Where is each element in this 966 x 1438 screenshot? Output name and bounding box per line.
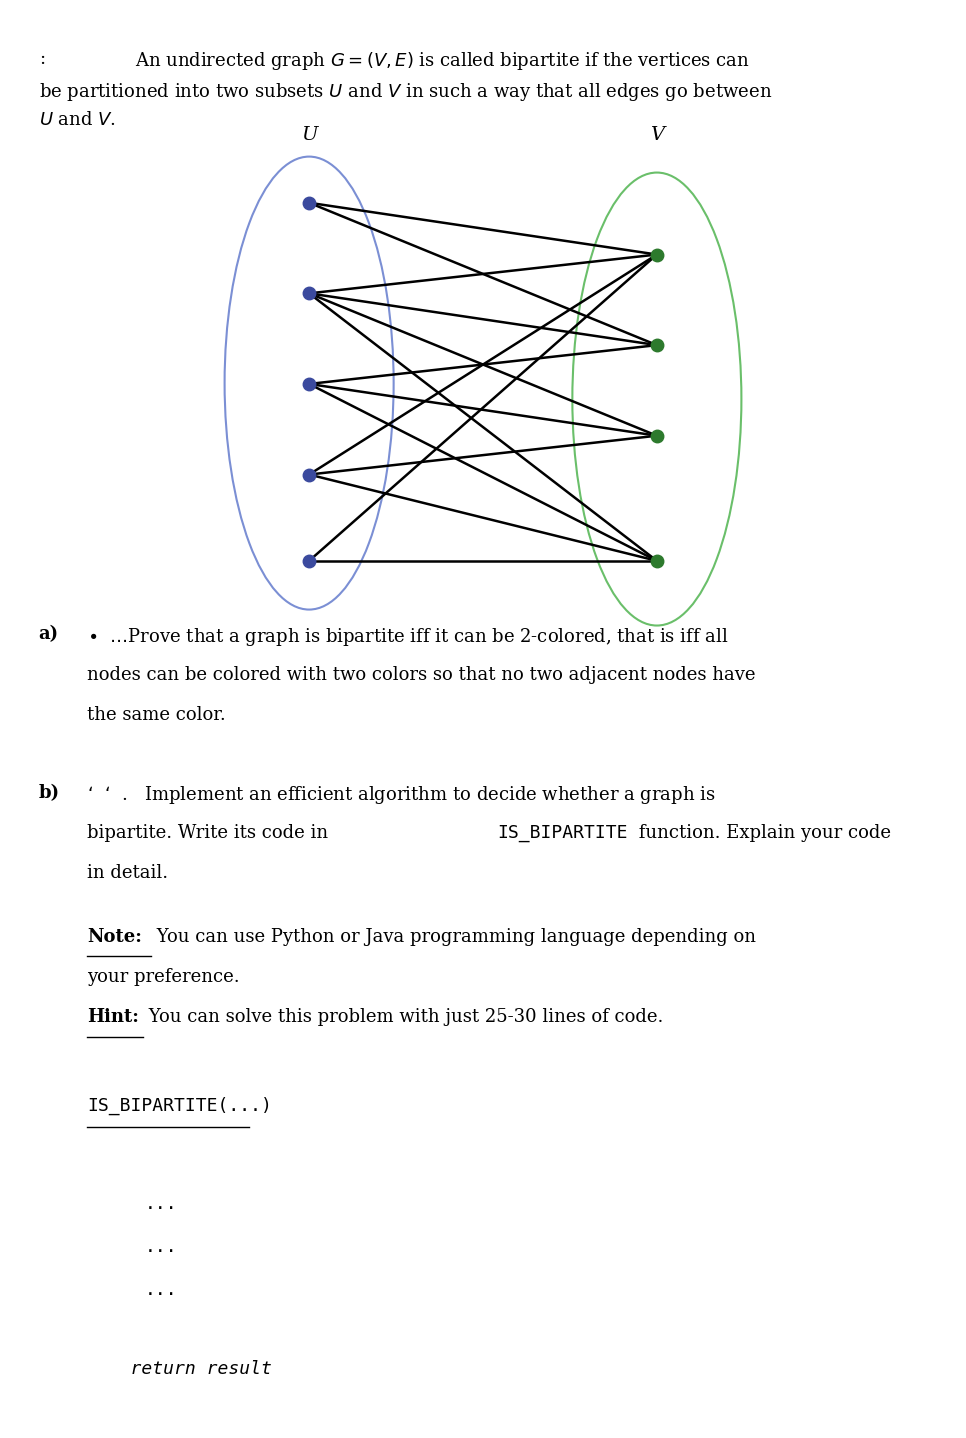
Text: V: V [650, 125, 664, 144]
Text: U: U [301, 125, 317, 144]
Text: $\bullet$  $\ldots$Prove that a graph is bipartite iff it can be 2-colored, that: $\bullet$ $\ldots$Prove that a graph is … [87, 626, 728, 647]
Text: Hint:: Hint: [87, 1008, 139, 1027]
Text: $U$ and $V$.: $U$ and $V$. [39, 111, 116, 129]
Text: bipartite. Write its code in: bipartite. Write its code in [87, 824, 334, 843]
Text: You can use Python or Java programming language depending on: You can use Python or Java programming l… [151, 928, 755, 946]
Text: Note:: Note: [87, 928, 142, 946]
Text: in detail.: in detail. [87, 864, 168, 883]
Text: be partitioned into two subsets $U$ and $V$ in such a way that all edges go betw: be partitioned into two subsets $U$ and … [39, 81, 772, 102]
Text: ...: ... [145, 1281, 178, 1300]
Text: An undirected graph $G = (V,E)$ is called bipartite if the vertices can: An undirected graph $G = (V,E)$ is calle… [135, 50, 751, 72]
Text: You can solve this problem with just 25-30 lines of code.: You can solve this problem with just 25-… [143, 1008, 664, 1027]
Text: :: : [39, 50, 44, 69]
Text: $\lq$  $\lq$  .   Implement an efficient algorithm to decide whether a graph is: $\lq$ $\lq$ . Implement an efficient alg… [87, 784, 716, 805]
Text: the same color.: the same color. [87, 706, 226, 725]
Text: ...: ... [145, 1238, 178, 1257]
Text: nodes can be colored with two colors so that no two adjacent nodes have: nodes can be colored with two colors so … [87, 666, 755, 684]
Text: return result: return result [87, 1360, 271, 1379]
Text: a): a) [39, 626, 59, 644]
Text: IS_BIPARTITE(...): IS_BIPARTITE(...) [87, 1097, 271, 1116]
Text: ...: ... [145, 1195, 178, 1214]
Text: IS_BIPARTITE: IS_BIPARTITE [497, 824, 628, 843]
Text: b): b) [39, 784, 60, 802]
Text: function. Explain your code: function. Explain your code [633, 824, 891, 843]
Text: your preference.: your preference. [87, 968, 240, 986]
